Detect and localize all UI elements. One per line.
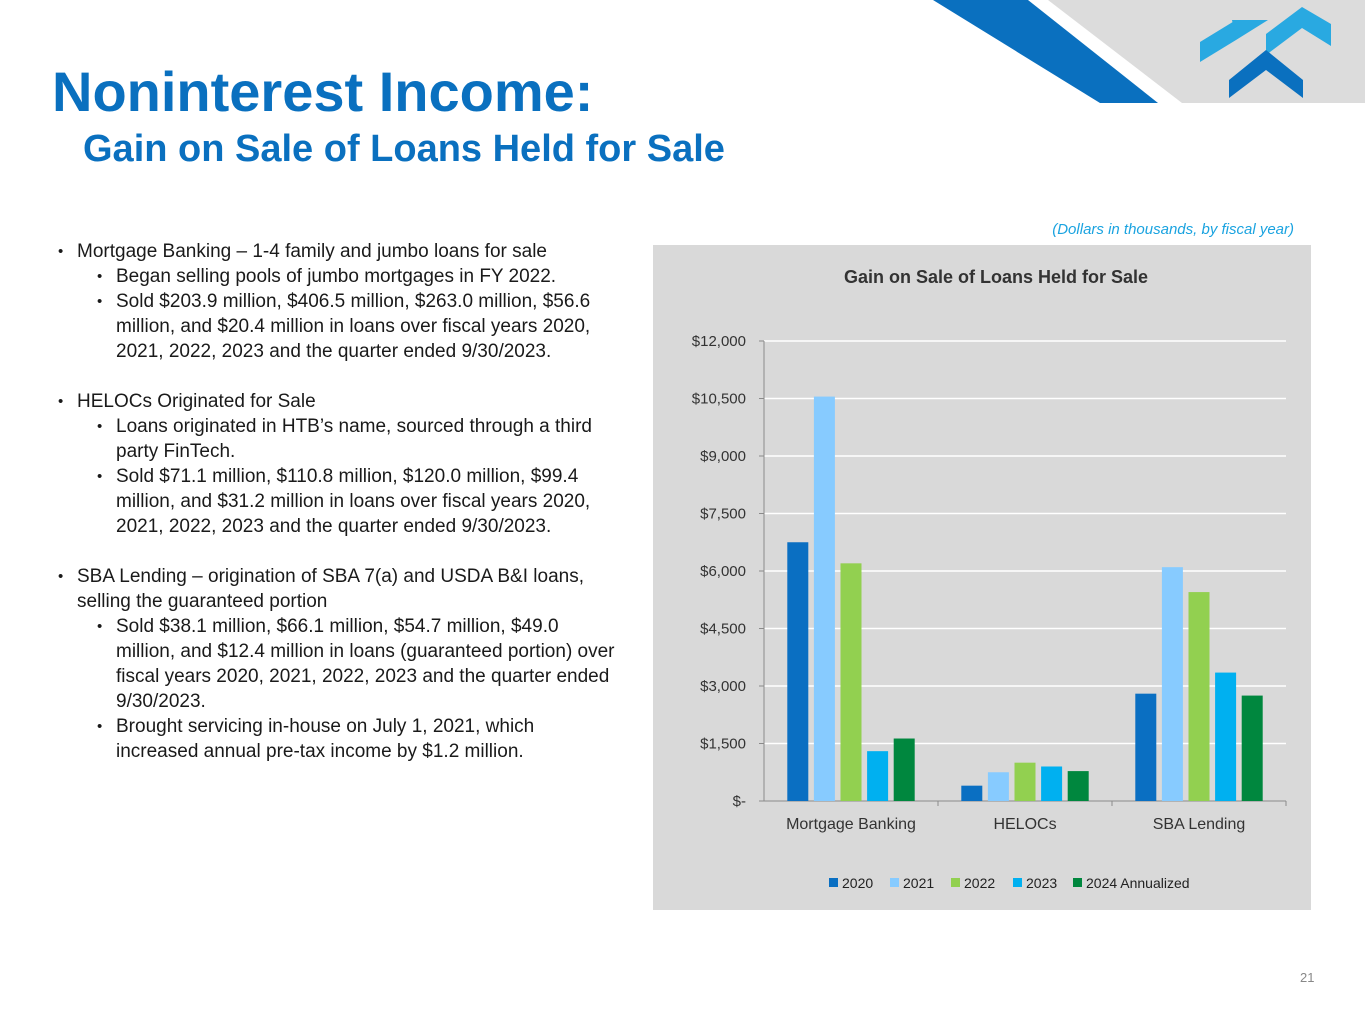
bar: [1067, 771, 1089, 801]
page-number: 21: [1300, 970, 1315, 985]
y-tick-label: $10,500: [692, 391, 746, 408]
y-tick-label: $4,500: [700, 621, 746, 638]
bullet-sba-item: Brought servicing in-house on July 1, 20…: [56, 714, 616, 764]
bar: [1135, 693, 1157, 801]
bar: [867, 751, 889, 801]
legend-swatch: [951, 878, 960, 887]
y-tick-label: $12,000: [692, 333, 746, 350]
bar: [1161, 567, 1183, 801]
x-tick-label: Mortgage Banking: [786, 816, 916, 833]
legend-label: 2023: [1026, 875, 1057, 891]
page-title: Noninterest Income:: [52, 60, 594, 123]
bar: [1014, 762, 1036, 801]
chart-title: Gain on Sale of Loans Held for Sale: [844, 267, 1148, 287]
chart-panel: Gain on Sale of Loans Held for Sale $- $1,…: [653, 245, 1311, 910]
bar: [1041, 766, 1063, 801]
bullet-list: Mortgage Banking – 1-4 family and jumbo …: [56, 239, 616, 764]
units-note: (Dollars in thousands, by fiscal year): [1052, 221, 1294, 238]
header-decoration: [933, 0, 1365, 103]
x-tick-label: SBA Lending: [1153, 816, 1246, 833]
legend-swatch: [1073, 878, 1082, 887]
legend-label: 2020: [842, 875, 873, 891]
legend-swatch: [829, 878, 838, 887]
header-blue-stripe: [933, 0, 1158, 103]
bar: [813, 396, 835, 801]
bullet-heloc-heading: HELOCs Originated for Sale: [56, 389, 616, 414]
company-logo-icon: [1200, 7, 1331, 98]
legend-swatch: [1013, 878, 1022, 887]
bullet-mortgage-heading: Mortgage Banking – 1-4 family and jumbo …: [56, 239, 616, 264]
bullet-sba-heading: SBA Lending – origination of SBA 7(a) an…: [56, 564, 616, 614]
legend-label: 2024 Annualized: [1086, 875, 1190, 891]
legend-label: 2021: [903, 875, 934, 891]
bar: [1188, 592, 1210, 801]
y-tick-label: $3,000: [700, 678, 746, 695]
y-tick-label: $1,500: [700, 736, 746, 753]
y-tick-label: $9,000: [700, 448, 746, 465]
bullet-mortgage-item: Sold $203.9 million, $406.5 million, $26…: [56, 289, 616, 364]
y-tick-label: $7,500: [700, 506, 746, 523]
bullet-mortgage-item: Began selling pools of jumbo mortgages i…: [56, 264, 616, 289]
bar: [1241, 695, 1263, 801]
bullet-heloc-item: Sold $71.1 million, $110.8 million, $120…: [56, 464, 616, 539]
bullet-heloc-item: Loans originated in HTB’s name, sourced …: [56, 414, 616, 464]
bullet-sba-item: Sold $38.1 million, $66.1 million, $54.7…: [56, 614, 616, 714]
y-tick-label: $-: [733, 793, 746, 810]
bar: [787, 542, 809, 801]
legend-swatch: [890, 878, 899, 887]
x-tick-label: HELOCs: [993, 816, 1056, 833]
bar: [840, 563, 862, 801]
bar: [1215, 672, 1237, 801]
y-tick-label: $6,000: [700, 563, 746, 580]
bar: [893, 738, 915, 801]
legend-label: 2022: [964, 875, 995, 891]
bar-chart: Gain on Sale of Loans Held for Sale $- $1,…: [692, 267, 1287, 891]
bar: [987, 772, 1009, 801]
page-subtitle: Gain on Sale of Loans Held for Sale: [83, 128, 725, 170]
bar: [961, 785, 983, 801]
